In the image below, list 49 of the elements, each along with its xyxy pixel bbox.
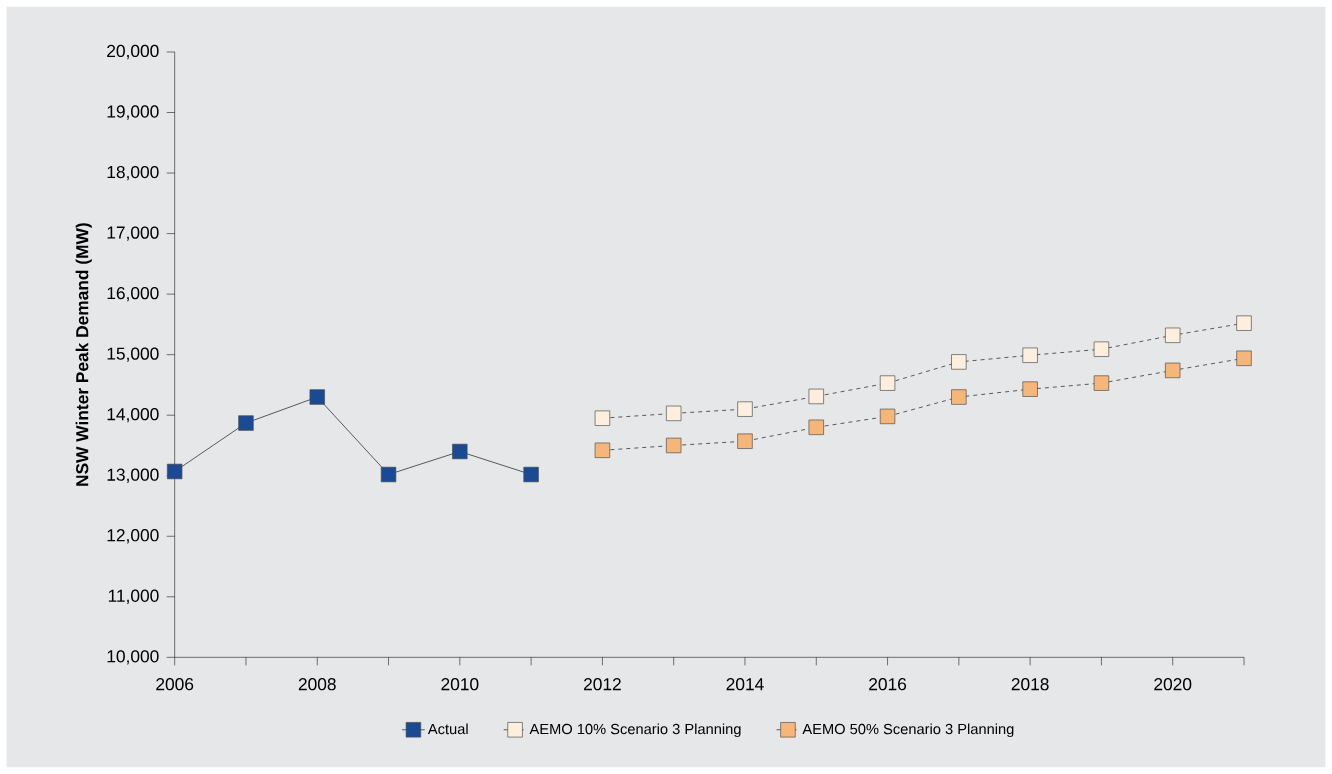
point [380,466,397,483]
point [1093,375,1110,391]
point [523,466,539,483]
point [666,437,682,454]
point [737,401,753,417]
point [951,354,967,370]
point [594,442,611,458]
x-tick-label: 2014 [726,678,764,691]
y-tick-label: 19,000 [107,105,159,120]
point [879,375,896,391]
point [1165,327,1181,343]
point [309,389,325,405]
y-axis-title: NSW Winter Peak Demand (MW) [75,223,92,486]
x-tick-label: 2006 [156,678,194,691]
x-tick-label: 2016 [869,678,907,691]
point [808,388,824,405]
y-tick-label: 17,000 [107,226,159,241]
point [238,415,254,431]
point [879,408,896,425]
point [594,410,611,426]
point [1165,362,1181,379]
legend-label: AEMO 10% Scenario 3 Planning [529,723,741,738]
y-tick-label: 18,000 [107,165,159,181]
x-tick-label: 2020 [1154,678,1192,691]
x-tick-label: 2010 [441,678,479,691]
point [1236,315,1252,331]
point [666,405,682,422]
point [737,433,753,449]
x-tick-label: 2008 [298,678,336,691]
y-tick-label: 20,000 [107,44,159,60]
point [1236,350,1252,366]
point [452,443,468,460]
y-tick-label: 15,000 [107,347,159,362]
point [167,463,183,480]
point [1022,381,1038,397]
x-tick-label: 2018 [1011,678,1049,691]
y-tick-label: 14,000 [107,408,159,423]
point [1022,347,1038,363]
y-tick-label: 16,000 [107,286,159,302]
y-tick-label: 12,000 [107,529,159,544]
y-tick-label: 11,000 [108,589,159,604]
x-tick-label: 2012 [584,678,621,691]
y-tick-label: 13,000 [107,468,159,483]
point [951,389,967,405]
point [1093,341,1110,357]
y-tick-label: 10,000 [107,650,159,665]
point [808,419,824,435]
legend-label: Actual [427,723,468,735]
legend-label: AEMO 50% Scenario 3 Planning [802,723,1014,738]
